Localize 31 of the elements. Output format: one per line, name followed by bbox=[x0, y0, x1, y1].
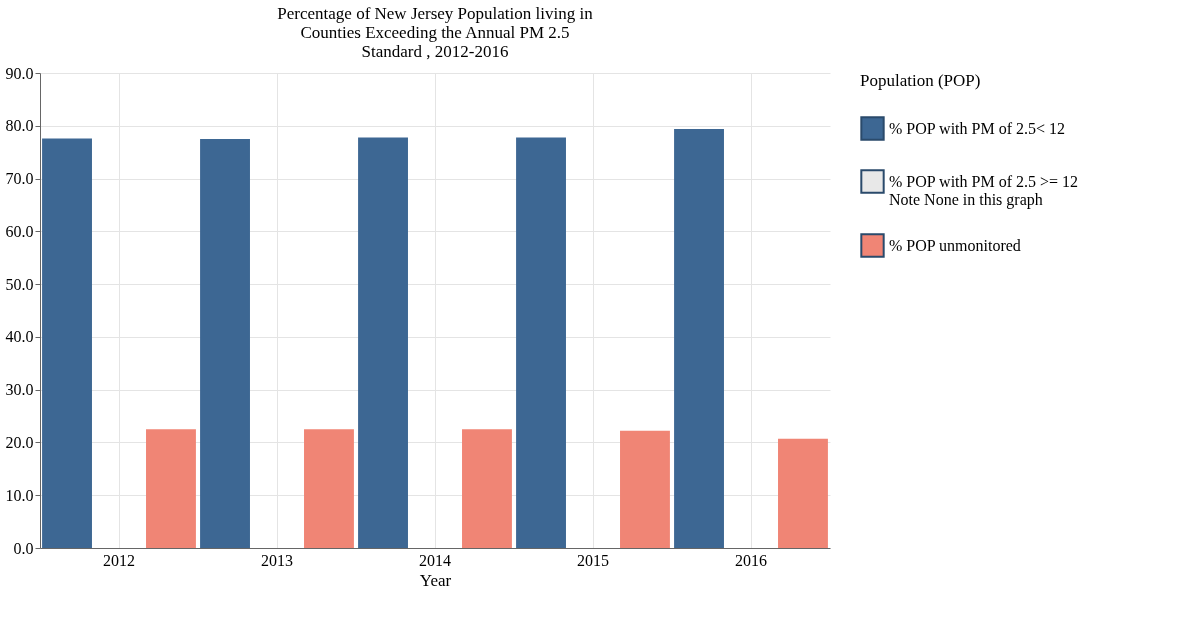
bar bbox=[42, 138, 92, 548]
y-tick-label: 30.0 bbox=[5, 381, 34, 399]
y-tick-label: 20.0 bbox=[5, 433, 34, 451]
bar bbox=[778, 438, 828, 548]
y-tick-label: 70.0 bbox=[5, 170, 34, 188]
bar bbox=[674, 128, 724, 548]
y-tick-label: 0.0 bbox=[13, 539, 34, 557]
bar bbox=[358, 137, 408, 548]
legend-label: % POP unmonitored bbox=[889, 236, 1021, 254]
bar bbox=[146, 429, 196, 548]
chart-title: Percentage of New Jersey Population living in Counties Exceeding the Annual PM 2.5 Standard , 2012-2016 bbox=[277, 4, 594, 61]
legend-title: Population (POP) bbox=[860, 71, 981, 90]
y-tick-label: 60.0 bbox=[5, 222, 34, 240]
y-tick-label: 50.0 bbox=[5, 275, 34, 293]
y-tick-label: 80.0 bbox=[5, 117, 34, 135]
legend-label: % POP with PM of 2.5< 12 bbox=[889, 119, 1066, 137]
y-tick-label: 90.0 bbox=[5, 64, 34, 82]
y-tick-label: 10.0 bbox=[5, 486, 34, 504]
bar bbox=[200, 138, 250, 548]
x-axis-title: Year bbox=[419, 570, 452, 590]
bar bbox=[620, 430, 670, 548]
x-tick-label: 2016 bbox=[735, 551, 767, 569]
x-tick-label: 2012 bbox=[103, 551, 135, 569]
bar bbox=[462, 429, 512, 548]
bar bbox=[516, 137, 566, 548]
y-tick-label: 40.0 bbox=[5, 328, 34, 346]
x-tick-label: 2014 bbox=[419, 551, 451, 569]
x-tick-label: 2013 bbox=[261, 551, 293, 569]
bar bbox=[304, 429, 354, 548]
legend-label: % POP with PM of 2.5 >= 12 Note None in this graph bbox=[889, 172, 1079, 209]
x-tick-label: 2015 bbox=[577, 551, 609, 569]
